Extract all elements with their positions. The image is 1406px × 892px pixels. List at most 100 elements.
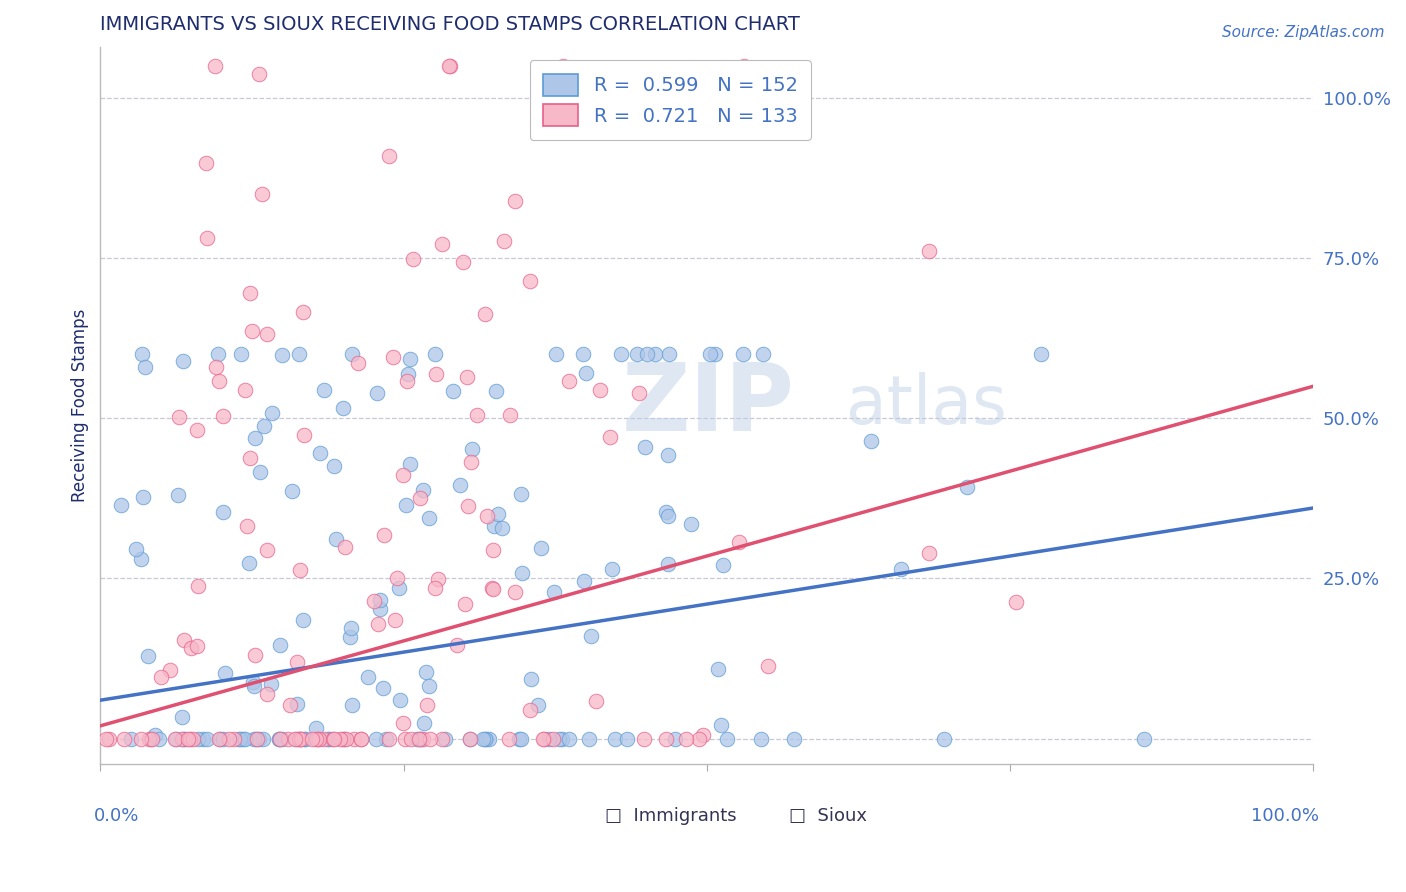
Point: [699, 347, 721, 361]
Point: [149, 670, 172, 684]
Point: [212, 409, 235, 423]
Point: [245, 648, 267, 662]
Point: [180, 640, 202, 655]
Point: [374, 731, 396, 746]
Point: [578, 731, 600, 746]
Point: [554, 107, 576, 121]
Point: [281, 483, 304, 498]
Point: [187, 578, 209, 592]
Point: [159, 663, 181, 677]
Point: [174, 731, 197, 746]
Point: [391, 715, 413, 730]
Point: [269, 638, 291, 652]
Point: [437, 59, 460, 73]
Point: [205, 359, 228, 374]
Point: [572, 574, 595, 588]
Point: [396, 375, 419, 389]
Point: [191, 731, 214, 746]
Point: [426, 572, 449, 586]
Point: [418, 511, 440, 525]
Point: [212, 731, 235, 746]
Point: [409, 491, 432, 505]
Point: [478, 731, 501, 746]
Point: [242, 675, 264, 690]
Point: [457, 500, 479, 514]
Point: [131, 347, 153, 361]
Point: [318, 731, 340, 746]
Point: [527, 698, 550, 712]
Point: [384, 613, 406, 627]
Point: [256, 327, 278, 342]
Point: [314, 731, 336, 746]
Point: [441, 384, 464, 398]
Point: [208, 731, 231, 746]
Point: [474, 307, 496, 321]
Point: [454, 597, 477, 611]
Point: [890, 561, 912, 575]
Point: [460, 454, 482, 468]
Point: [343, 731, 366, 746]
Point: [329, 731, 352, 746]
Point: [377, 731, 399, 746]
Point: [449, 477, 471, 491]
Point: [288, 731, 311, 746]
Point: [260, 406, 283, 420]
Point: [503, 194, 526, 208]
Point: [309, 446, 332, 460]
Point: [394, 731, 416, 746]
Point: [301, 731, 323, 746]
Point: [243, 431, 266, 445]
Point: [322, 458, 344, 473]
Point: [280, 698, 302, 712]
Point: [508, 731, 530, 746]
Point: [710, 717, 733, 731]
Point: [482, 582, 505, 596]
Point: [308, 731, 330, 746]
Point: [316, 731, 339, 746]
Point: [485, 384, 508, 398]
Point: [256, 687, 278, 701]
Point: [94, 731, 117, 746]
Point: [644, 347, 666, 361]
Point: [432, 236, 454, 251]
Point: [634, 440, 657, 454]
Point: [204, 59, 226, 73]
Point: [657, 508, 679, 523]
Point: [657, 557, 679, 571]
Point: [347, 356, 370, 370]
Point: [655, 731, 678, 746]
Point: [195, 231, 218, 245]
Point: [733, 59, 755, 73]
Point: [503, 585, 526, 599]
Point: [571, 347, 593, 361]
Point: [553, 59, 575, 73]
Point: [558, 731, 581, 746]
Point: [399, 457, 422, 471]
Point: [451, 255, 474, 269]
Point: [543, 585, 565, 599]
Point: [252, 731, 274, 746]
Y-axis label: Receiving Food Stamps: Receiving Food Stamps: [72, 309, 89, 502]
Point: [783, 731, 806, 746]
Point: [238, 556, 260, 570]
Point: [1133, 731, 1156, 746]
Point: [510, 731, 533, 746]
Point: [658, 347, 681, 361]
Point: [482, 519, 505, 533]
Point: [340, 347, 363, 361]
Text: ZIP: ZIP: [621, 359, 794, 451]
Point: [307, 731, 329, 746]
Point: [626, 347, 648, 361]
Point: [633, 731, 655, 746]
Point: [395, 498, 418, 512]
Point: [134, 359, 156, 374]
Point: [749, 731, 772, 746]
Point: [294, 731, 316, 746]
Point: [131, 490, 153, 504]
Point: [277, 731, 299, 746]
Point: [212, 505, 235, 519]
Point: [600, 562, 623, 576]
Point: [664, 731, 686, 746]
Point: [350, 731, 373, 746]
Point: [233, 384, 256, 398]
